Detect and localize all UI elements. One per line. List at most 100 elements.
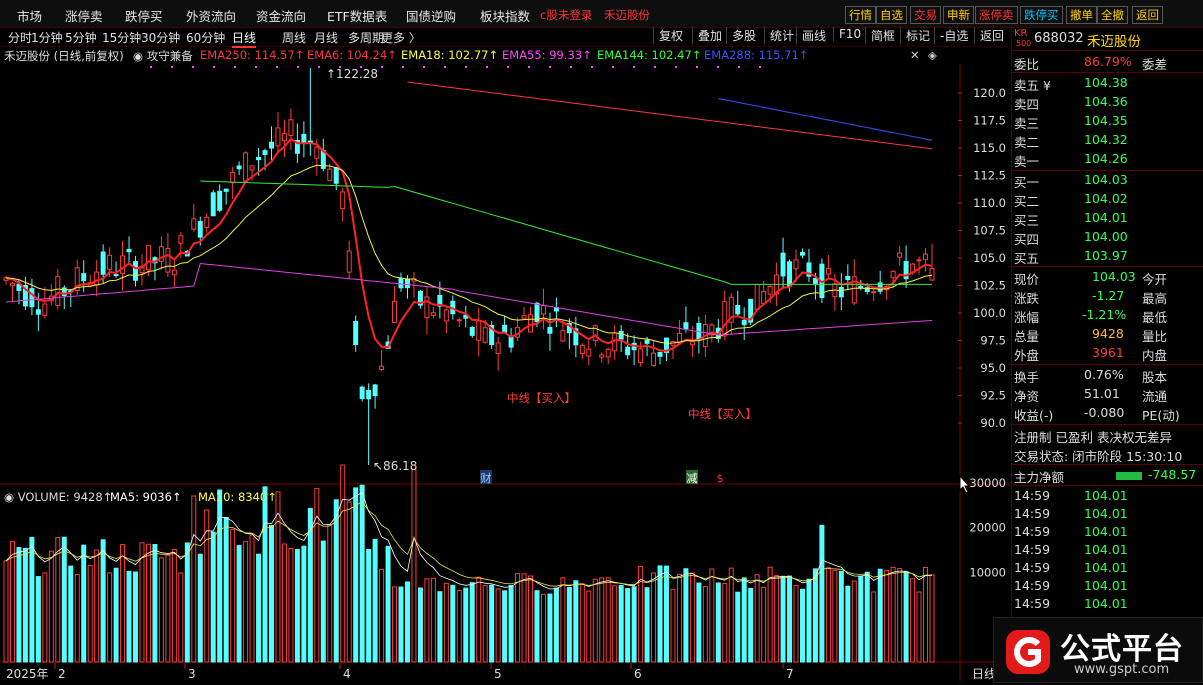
volume-bar — [508, 584, 514, 663]
top-button-0[interactable]: 行情 — [845, 6, 876, 24]
candle-body — [858, 286, 864, 289]
volume-bar — [197, 553, 203, 663]
top-button-1[interactable]: 自选 — [876, 6, 907, 24]
volume-bar — [158, 557, 164, 663]
s-marker: $ — [717, 472, 724, 485]
tool-button-0[interactable]: 复权 — [653, 27, 683, 44]
volume-bar — [100, 539, 106, 663]
volume-bar — [42, 572, 48, 663]
volume-bar — [275, 491, 281, 663]
candle-body — [158, 246, 164, 262]
tool-button-7[interactable]: 标记 — [900, 27, 930, 44]
period-4[interactable]: 30分钟 — [141, 31, 181, 45]
top-button-4[interactable]: 涨停卖 — [975, 6, 1018, 24]
tool-button-5[interactable]: F10 — [833, 27, 861, 41]
stat-label-3: 总量 — [1014, 329, 1040, 344]
volume-bar — [489, 584, 495, 663]
volume-bar — [683, 568, 689, 663]
ask-label-2: 卖三 — [1014, 116, 1040, 131]
volume-bar — [288, 547, 294, 663]
candle-body — [547, 326, 553, 334]
menu-item-7[interactable]: 板块指数 — [480, 9, 531, 24]
period-8[interactable]: 月线 — [314, 31, 339, 45]
period-1[interactable]: 1分钟 — [31, 31, 63, 45]
ask-price-2: 104.35 — [1084, 113, 1128, 128]
bid-label-2: 买三 — [1014, 213, 1040, 228]
bid-label-0: 买一 — [1014, 175, 1040, 190]
bid-price-2: 104.01 — [1084, 210, 1128, 225]
volume-bar — [702, 585, 708, 663]
top-button-7[interactable]: 全撤 — [1097, 6, 1128, 24]
volume-bar — [210, 531, 216, 663]
candle-body — [379, 365, 385, 371]
candle-body — [851, 276, 857, 304]
bid-label-3: 买四 — [1014, 232, 1040, 247]
menu-item-6[interactable]: 国债逆购 — [406, 9, 457, 24]
volume-bar — [145, 543, 151, 663]
signal-dot — [507, 66, 509, 68]
candle-body — [424, 296, 430, 319]
candle-body — [780, 252, 786, 277]
menu-item-2[interactable]: 跌停买 — [125, 9, 163, 24]
period-10[interactable]: 更多 〉 — [381, 31, 421, 45]
tool-button-2[interactable]: 多股 — [726, 27, 756, 44]
candle-body — [171, 269, 177, 276]
tool-button-9[interactable]: 返回 — [974, 27, 1004, 44]
signal-dot — [150, 66, 152, 68]
legend-settings-icon[interactable]: ◈ — [928, 48, 937, 62]
volume-bar — [139, 542, 145, 663]
period-3[interactable]: 15分钟 — [102, 31, 142, 45]
signal-dot — [570, 66, 572, 68]
kline-chart[interactable]: 120.0 117.5 115.0 112.5 110.0 107.5 105.0 102.5… — [0, 64, 1010, 682]
menu-item-4[interactable]: 资金流向 — [256, 9, 307, 24]
volume-bar — [748, 587, 754, 663]
volume-bar — [540, 593, 546, 663]
y-tick-label: 105.0 — [973, 251, 1006, 265]
volume-bar — [184, 542, 190, 663]
volume-bar — [897, 568, 903, 663]
top-button-8[interactable]: 返回 — [1132, 6, 1163, 24]
period-7[interactable]: 周线 — [282, 31, 307, 45]
period-5[interactable]: 60分钟 — [186, 31, 226, 45]
panel-divider — [1012, 266, 1203, 267]
chart-title: 禾迈股份 (日线,前复权) — [4, 49, 124, 63]
volume-bar — [178, 572, 184, 663]
top-button-5[interactable]: 跌停买 — [1020, 6, 1063, 24]
menu-item-5[interactable]: ETF数据表 — [327, 9, 388, 24]
volume-bar — [301, 545, 307, 663]
period-6[interactable]: 日线 — [232, 29, 257, 48]
volume-bar — [644, 587, 650, 663]
volume-bar — [126, 570, 132, 663]
ma5-label: MA5: 9036↑ — [110, 490, 182, 504]
candle-body — [651, 352, 657, 366]
volume-bar — [715, 582, 721, 663]
period-9[interactable]: 多周期 — [348, 31, 385, 45]
period-2[interactable]: 5分钟 — [65, 31, 97, 45]
volume-bar — [618, 585, 624, 663]
tool-button-6[interactable]: 简框 — [865, 27, 895, 44]
candle-body — [689, 341, 695, 346]
candle-body — [586, 348, 592, 357]
candle-body — [502, 324, 508, 333]
menu-item-0[interactable]: 市场 — [17, 9, 43, 24]
menu-item-3[interactable]: 外资流向 — [186, 9, 237, 24]
stat-label-1: 涨跌 — [1014, 291, 1040, 306]
mouse-cursor-icon — [959, 474, 971, 494]
volume-bar — [74, 573, 80, 663]
menu-item-1[interactable]: 涨停卖 — [65, 9, 103, 24]
stat-value-4: 3961 — [1092, 345, 1124, 360]
candle-body — [560, 330, 566, 342]
candle-body — [120, 255, 126, 274]
tool-button-1[interactable]: 叠加 — [692, 27, 722, 44]
tool-button-4[interactable]: 画线 — [796, 27, 826, 44]
tool-button-3[interactable]: 统计 — [764, 27, 794, 44]
top-button-2[interactable]: 交易 — [910, 6, 941, 24]
legend-close-icon[interactable]: ✕ — [910, 48, 920, 62]
signal-dot — [549, 66, 551, 68]
tool-button-8[interactable]: -自选 — [934, 27, 968, 44]
top-button-3[interactable]: 申新 — [943, 6, 974, 24]
signal-dot — [360, 66, 362, 68]
top-button-6[interactable]: 撤单 — [1066, 6, 1097, 24]
volume-bar — [94, 549, 100, 663]
period-0[interactable]: 分时 — [8, 31, 33, 45]
